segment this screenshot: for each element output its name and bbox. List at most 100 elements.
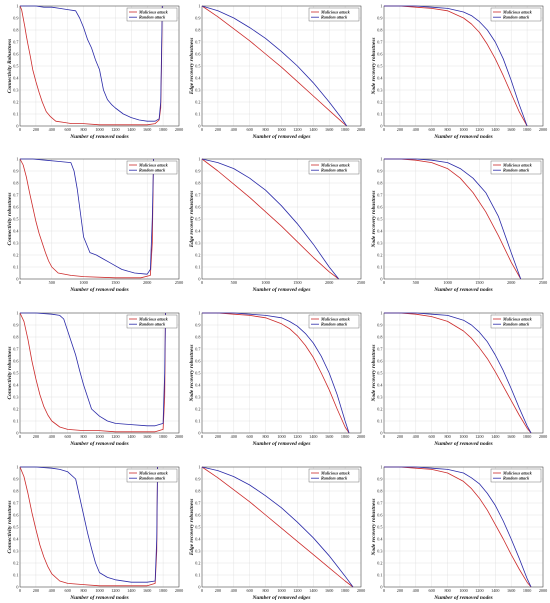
x-tick-label: 1200 [111,588,119,593]
x-tick-label: 1400 [309,588,317,593]
x-tick-label: 1400 [491,434,499,439]
chart-svg: 0 200 400 600 800 1000 1200 1400 1600 1800 2000 0 0.… [189,3,365,140]
legend-label: Malicious attack [502,162,533,167]
x-tick-label: 1000 [261,280,269,285]
x-tick-label: 0 [19,434,21,439]
legend-box [490,468,542,483]
chart-panel-10: 0 200 400 600 800 1000 1200 1400 1600 1800 2000 0 0.… [7,463,183,603]
y-tick-label: 0 [16,584,18,589]
y-tick-label: 0.8 [195,27,200,32]
series-line-malicious [384,312,532,434]
legend-box [126,314,178,329]
legend-label: Random attack [321,476,348,481]
y-axis-label: Node recovery robustness [371,345,377,403]
y-tick-label: 0.1 [13,264,18,269]
x-tick-label: 1600 [507,127,515,132]
y-tick-label: 0.4 [13,75,19,80]
x-tick-label: 2000 [507,280,515,285]
y-tick-label: 1 [198,464,200,469]
legend-label: Random attack [139,476,166,481]
plot-frame [19,466,180,588]
series-line-malicious [19,312,166,433]
series-line-malicious [384,466,532,588]
y-tick-label: 1 [198,310,200,315]
x-tick-label: 2000 [143,280,151,285]
y-tick-label: 0 [198,430,200,435]
x-tick-label: 500 [49,280,55,285]
chart-panel-6: 0 500 1000 1500 2000 2500 0 0.1 0.2 0.3 0.4 0.5 0.6 0… [371,155,547,295]
y-tick-label: 0.2 [195,252,200,257]
x-tick-label: 800 [444,127,450,132]
y-tick-label: 0.9 [13,322,18,327]
x-tick-label: 600 [247,127,253,132]
chart-panel-2: 0 200 400 600 800 1000 1200 1400 1600 1800 2000 0 0.… [189,2,365,142]
x-tick-label: 0 [201,127,203,132]
y-tick-label: 0.6 [13,358,18,363]
y-tick-label: 0.7 [377,500,382,505]
series-line-malicious [384,158,522,280]
x-tick-label: 0 [383,588,385,593]
x-tick-label: 1800 [159,127,167,132]
y-tick-label: 0.7 [13,39,18,44]
y-tick-label: 0.4 [13,382,19,387]
y-tick-label: 0.8 [377,27,382,32]
y-tick-label: 0.6 [377,358,382,363]
y-tick-label: 0.9 [195,168,200,173]
x-tick-label: 200 [33,588,39,593]
y-tick-label: 0.3 [377,394,382,399]
y-tick-label: 0.1 [13,572,18,577]
y-tick-label: 0.5 [377,524,382,529]
x-tick-label: 400 [413,434,419,439]
chart-svg: 0 200 400 600 800 1000 1200 1400 1600 1800 2000 0 0.… [7,310,183,447]
x-tick-label: 1400 [127,588,135,593]
x-tick-label: 1600 [325,434,333,439]
chart-panel-11: 0 200 400 600 800 1000 1200 1400 1600 1800 2000 0 0.… [189,463,365,603]
series-line-random [201,5,348,127]
y-tick-label: 0.6 [13,51,18,56]
chart-panel-3: 0 200 400 600 800 1000 1200 1400 1600 1800 2000 0 0.… [371,2,547,142]
x-tick-label: 1000 [95,434,103,439]
x-tick-label: 1200 [293,434,301,439]
series-line-random [20,158,154,275]
chart-svg: 0 200 400 600 800 1000 1200 1400 1600 1800 2000 0 0.… [7,464,183,601]
x-axis-label: Number of removed nodes [433,134,493,140]
legend-box [126,468,178,483]
chart-panel-4: 0 500 1000 1500 2000 2500 0 0.1 0.2 0.3 0.4 0.5 0.6 0… [7,155,183,295]
y-tick-label: 0.8 [13,488,18,493]
series-line-malicious [384,5,528,127]
y-tick-label: 0 [380,276,382,281]
legend-label: Malicious attack [138,9,169,14]
series-line-random [201,158,340,280]
chart-svg: 0 500 1000 1500 2000 2500 0 0.1 0.2 0.3 0.4 0.5 0.6 0… [7,156,183,293]
x-tick-label: 0 [383,434,385,439]
x-tick-label: 1500 [293,280,301,285]
x-tick-label: 800 [444,434,450,439]
x-tick-label: 200 [397,127,403,132]
chart-svg: 0 200 400 600 800 1000 1200 1400 1600 1800 2000 0 0.… [371,464,547,601]
x-tick-label: 2000 [539,127,547,132]
x-tick-label: 1500 [111,280,119,285]
x-tick-label: 400 [231,434,237,439]
chart-panel-12: 0 200 400 600 800 1000 1200 1400 1600 1800 2000 0 0.… [371,463,547,603]
x-tick-label: 800 [80,434,86,439]
chart-svg: 0 200 400 600 800 1000 1200 1400 1600 1800 2000 0 0.… [189,464,365,601]
legend-label: Malicious attack [138,162,169,167]
x-tick-label: 200 [33,127,39,132]
x-tick-label: 400 [413,588,419,593]
y-tick-label: 0 [380,123,382,128]
y-tick-label: 0.9 [13,168,18,173]
y-tick-label: 0.1 [195,264,200,269]
x-tick-label: 1800 [341,434,349,439]
x-tick-label: 600 [65,127,71,132]
plot-frame [19,312,180,434]
y-tick-label: 1 [380,3,382,8]
x-axis-label: Number of removed nodes [69,134,129,140]
chart-svg: 0 500 1000 1500 2000 2500 0 0.1 0.2 0.3 0.4 0.5 0.6 0… [189,156,365,293]
series-line-random [202,312,350,434]
x-tick-label: 1400 [127,434,135,439]
x-tick-label: 1200 [475,588,483,593]
series-line-random [384,158,522,280]
chart-panel-8: 0 200 400 600 800 1000 1200 1400 1600 1800 2000 0 0.… [189,309,365,449]
series-line-malicious [19,158,154,279]
y-tick-label: 1 [16,464,18,469]
